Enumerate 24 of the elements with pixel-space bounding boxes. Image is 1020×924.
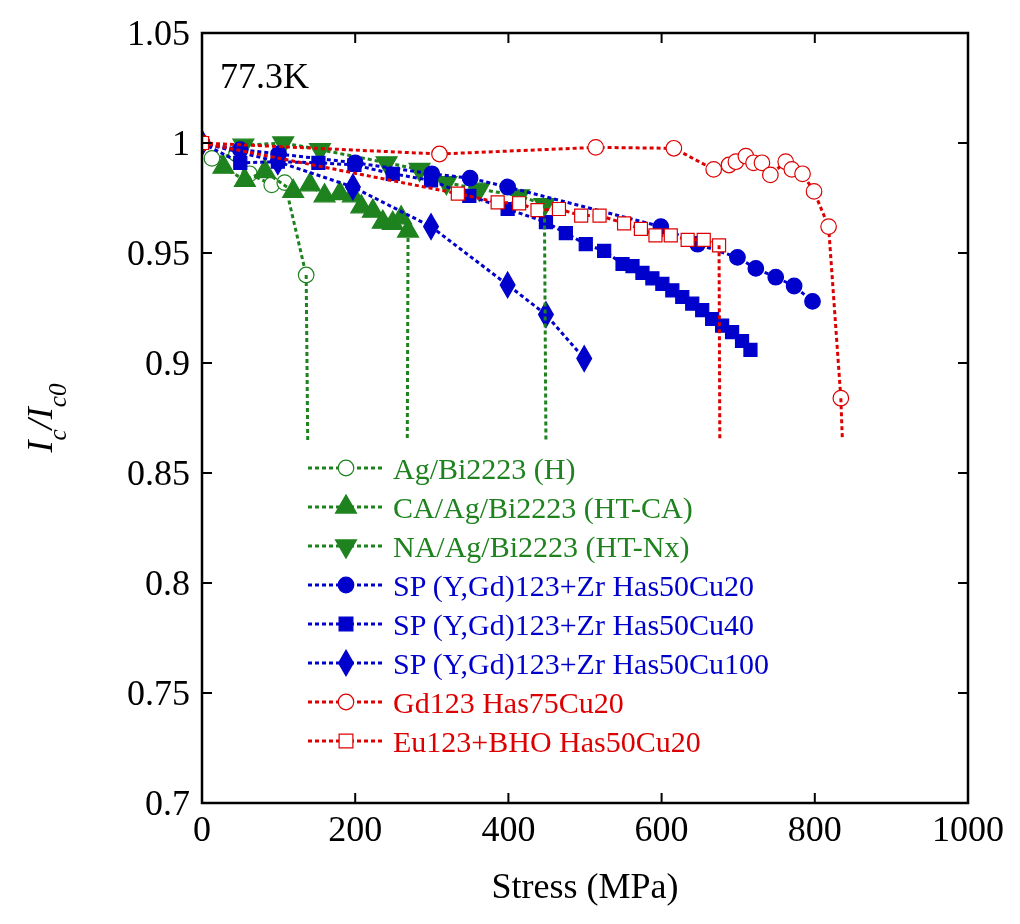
y-tick-label: 1.05 (127, 13, 190, 53)
y-tick-label: 0.95 (127, 233, 190, 273)
legend-label: SP (Y,Gd)123+Zr Has50Cu100 (393, 647, 770, 681)
x-tick-label: 800 (787, 809, 842, 849)
legend-label: Gd123 Has75Cu20 (393, 686, 624, 719)
y-tick-label: 0.8 (145, 563, 190, 603)
legend-label: SP (Y,Gd)123+Zr Has50Cu40 (393, 608, 755, 642)
y-tick-label: 0.85 (127, 453, 190, 493)
x-tick-label: 400 (481, 809, 536, 849)
x-tick-label: 200 (328, 809, 383, 849)
legend-label: Ag/Bi2223 (H) (393, 452, 576, 486)
y-tick-label: 0.75 (127, 673, 190, 713)
annotation: 77.3K (220, 56, 309, 96)
legend-label: NA/Ag/Bi2223 (HT-Nx) (393, 530, 690, 564)
y-tick-label: 1 (172, 123, 190, 163)
x-tick-label: 0 (193, 809, 211, 849)
legend-label: Eu123+BHO Has50Cu20 (393, 725, 701, 758)
legend-label: CA/Ag/Bi2223 (HT-CA) (393, 491, 693, 525)
x-tick-label: 600 (634, 809, 689, 849)
y-tick-label: 0.7 (145, 783, 190, 823)
x-axis-title: Stress (MPa) (491, 866, 679, 906)
x-tick-label: 1000 (932, 809, 1004, 849)
y-tick-label: 0.9 (145, 343, 190, 383)
legend-label: SP (Y,Gd)123+Zr Has50Cu20 (393, 569, 755, 603)
